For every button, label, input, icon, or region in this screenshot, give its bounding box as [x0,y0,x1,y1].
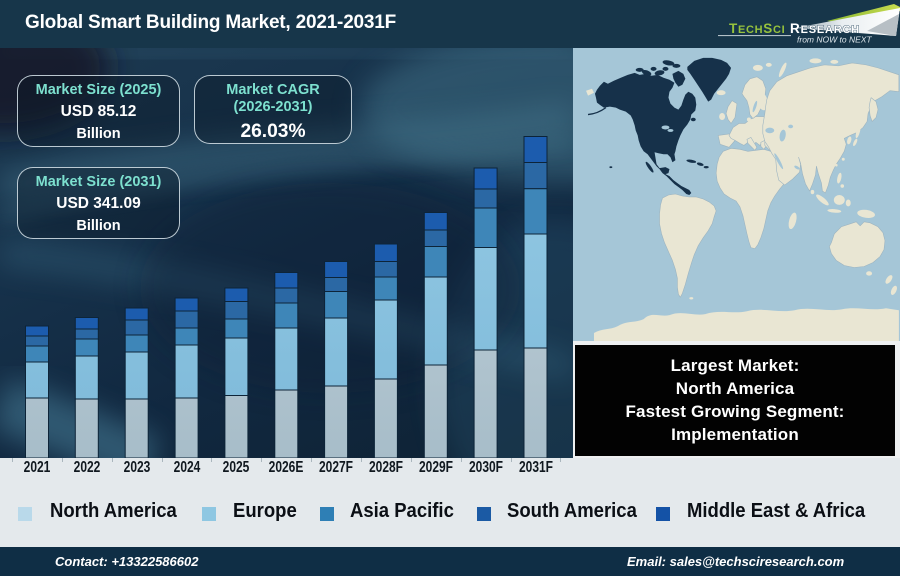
svg-text:from NOW to NEXT: from NOW to NEXT [797,35,872,45]
svg-text:RESEARCH: RESEARCH [790,21,860,36]
svg-text:TECHSCI: TECHSCI [729,21,785,36]
